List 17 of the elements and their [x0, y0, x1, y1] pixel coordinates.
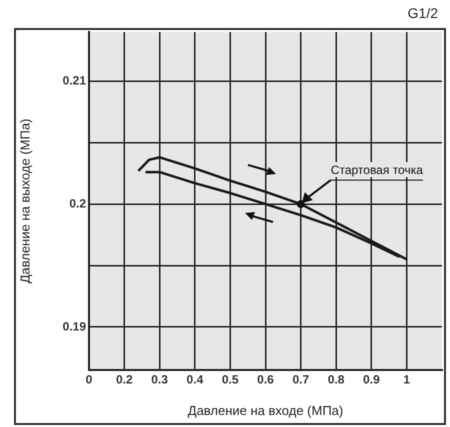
y-tick-label: 0.2: [69, 196, 86, 210]
y-tick-label: 0.19: [62, 319, 86, 334]
y-axis-title: Давление на выходе (МПа): [17, 118, 32, 284]
x-tick-label: 0.2: [116, 372, 133, 387]
x-tick-label: 0.8: [328, 372, 345, 387]
y-tick-label: 0.21: [62, 73, 86, 88]
x-tick-label: 0.6: [257, 372, 274, 387]
x-tick-label: 0.5: [222, 372, 239, 387]
x-tick-label: 0.3: [151, 372, 168, 387]
x-tick-label: 0.9: [363, 372, 380, 387]
chart-subtitle: G1/2: [408, 5, 438, 21]
x-tick-label: 0.7: [292, 372, 310, 387]
x-tick-label: 0: [86, 372, 93, 387]
x-tick-label: 1: [403, 372, 410, 387]
x-axis-title: Давление на входе (МПа): [188, 402, 344, 418]
x-tick-label: 0.4: [186, 372, 204, 387]
annotation: Стартовая точка: [330, 163, 424, 178]
